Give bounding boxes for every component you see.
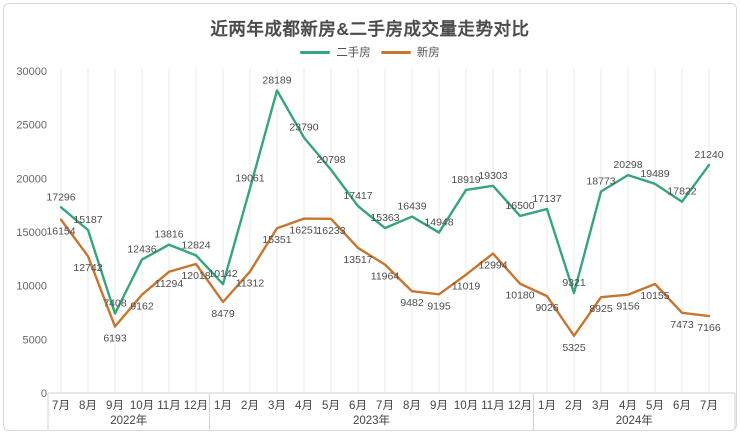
month-label: 1月 (538, 400, 556, 412)
month-label: 11月 (157, 400, 180, 412)
month-label: 6月 (349, 400, 367, 412)
data-label: 20798 (316, 154, 345, 166)
data-label: 13517 (343, 254, 372, 266)
data-label: 10142 (208, 268, 237, 280)
month-label: 4月 (295, 400, 313, 412)
data-label: 16251 (289, 225, 318, 237)
month-label: 10月 (454, 400, 478, 412)
data-label: 7408 (103, 297, 127, 309)
data-label: 19061 (235, 172, 264, 184)
data-label: 12018 (181, 270, 210, 282)
data-label: 9162 (130, 301, 154, 313)
data-label: 10180 (505, 290, 534, 302)
month-label: 7月 (376, 400, 394, 412)
data-label: 12436 (127, 244, 156, 256)
legend-line-swatch-new (380, 50, 411, 54)
data-label: 21240 (694, 149, 723, 161)
month-label: 7月 (700, 400, 718, 412)
data-label: 16439 (397, 201, 426, 213)
data-label: 9026 (535, 302, 559, 314)
data-label: 17296 (46, 191, 75, 203)
data-label: 5325 (562, 342, 586, 354)
data-label: 11294 (155, 278, 184, 290)
data-label: 7166 (697, 322, 721, 334)
data-label: 16154 (46, 226, 75, 238)
data-label: 9195 (427, 300, 451, 312)
data-label: 15363 (370, 212, 399, 224)
month-label: 5月 (646, 400, 664, 412)
data-label: 9321 (562, 277, 586, 289)
month-label: 9月 (430, 400, 448, 412)
month-label: 2月 (241, 400, 259, 412)
month-label: 2月 (565, 400, 583, 412)
y-axis-label: 10000 (16, 281, 47, 293)
month-label: 3月 (268, 400, 286, 412)
data-label: 23790 (289, 122, 318, 134)
data-label: 12824 (181, 239, 210, 251)
legend-label-secondhand: 二手房 (336, 47, 371, 59)
year-label: 2023年 (353, 413, 390, 427)
data-label: 8479 (211, 308, 235, 320)
series-line-secondhand (59, 89, 711, 315)
data-label: 19303 (478, 170, 507, 182)
month-label: 3月 (592, 400, 610, 412)
data-label: 15187 (73, 214, 102, 226)
data-label: 28189 (262, 74, 291, 86)
year-label: 2022年 (110, 413, 147, 427)
legend: 二手房 新房 (4, 44, 736, 60)
data-label: 7473 (670, 319, 694, 331)
data-label: 20298 (613, 159, 642, 171)
data-label: 18919 (451, 174, 480, 186)
data-label: 9156 (616, 301, 640, 313)
data-label: 8925 (589, 303, 613, 315)
y-axis-label: 30000 (16, 66, 47, 78)
data-label: 12742 (73, 262, 102, 274)
data-label: 6193 (103, 333, 127, 345)
data-label: 11964 (371, 271, 400, 283)
data-label: 11312 (236, 278, 265, 290)
legend-item-new[interactable]: 新房 (380, 44, 440, 60)
y-axis-label: 20000 (16, 173, 47, 185)
data-label: 9482 (400, 297, 424, 309)
year-label: 2024年 (616, 413, 653, 427)
chart-title: 近两年成都新房&二手房成交量走势对比 (210, 19, 530, 39)
data-label: 16233 (316, 225, 345, 237)
month-label: 10月 (130, 400, 154, 412)
line-chart: 0 5000 10000 15000 20000 25000 30000 2022年 2023年… (16, 66, 736, 430)
y-axis-label: 5000 (23, 334, 47, 346)
month-label: 11月 (481, 400, 504, 412)
data-label: 10155 (640, 290, 669, 302)
series-line-new (59, 217, 711, 338)
month-label: 8月 (403, 400, 421, 412)
month-label: 12月 (508, 400, 532, 412)
legend-line-swatch-secondhand (300, 50, 331, 54)
data-label: 17417 (343, 190, 372, 202)
month-label: 4月 (619, 400, 637, 412)
y-axis-label: 15000 (16, 227, 47, 239)
month-label: 5月 (322, 400, 340, 412)
data-label: 17822 (667, 186, 696, 198)
month-label: 6月 (673, 400, 691, 412)
month-label: 9月 (106, 400, 124, 412)
month-label: 12月 (184, 400, 208, 412)
data-label: 15351 (262, 234, 291, 246)
data-label: 18773 (586, 176, 615, 188)
data-label: 16500 (505, 200, 534, 212)
y-axis-label: 0 (41, 388, 47, 400)
data-label: 12994 (478, 260, 507, 272)
month-label: 8月 (79, 400, 97, 412)
legend-item-secondhand[interactable]: 二手房 (300, 44, 371, 60)
data-label: 11019 (452, 281, 481, 293)
y-axis-label: 25000 (16, 120, 47, 132)
month-label: 1月 (214, 400, 232, 412)
data-label: 13816 (154, 229, 183, 241)
data-label: 19489 (640, 168, 669, 180)
data-label: 17137 (532, 193, 561, 205)
legend-label-new: 新房 (416, 47, 440, 59)
chart-card: 0 5000 10000 15000 20000 25000 30000 2022年 2023年… (3, 3, 737, 431)
data-label: 14948 (424, 217, 453, 229)
month-label: 7月 (52, 400, 70, 412)
